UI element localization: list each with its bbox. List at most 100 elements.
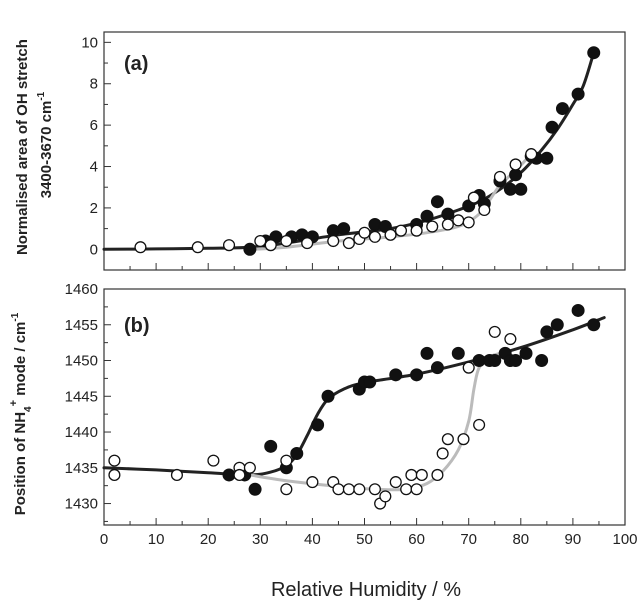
panel-a-filled-data-point (326, 224, 340, 238)
panel-a-filled-data-point (243, 242, 257, 256)
panel-b-filled-data-point (248, 482, 262, 496)
panel-b-open-data-point (233, 468, 246, 481)
panel-b-x-tick-label: 0 (100, 531, 108, 548)
panel-a-open-data-point (191, 241, 204, 254)
panel-b-filled-data-point (264, 439, 278, 453)
panel-a-open-data-point (462, 216, 475, 229)
panel-a-filled-data-point (540, 151, 554, 165)
panel-b-open-data-point (280, 483, 293, 496)
panel-b-open-data-point (504, 333, 517, 346)
panel-b-open-data-point (306, 476, 319, 489)
panel-a-y-tick-label: 8 (90, 76, 98, 93)
panel-b-filled-data-point (290, 446, 304, 460)
panel-b-open-data-point (405, 468, 418, 481)
panel-b-open-data-point (457, 433, 470, 446)
panel-a-filled-data-point (337, 222, 351, 236)
panel-b: 0 10 20 30 40 50 60 70 80 90 100 1430 1435 1440 1445 14… (65, 281, 638, 548)
panel-b-open-data-point (243, 461, 256, 474)
panel-b-open-data-point (332, 483, 345, 496)
panel-a-fit-curve-1 (102, 51, 596, 251)
panel-b-filled-data-point (488, 354, 502, 368)
panel-a-filled-data-point (509, 168, 523, 182)
panel-b-filled-data-point (509, 354, 523, 368)
panel-a-open-data-point (467, 191, 480, 204)
panel-a-y-tick-label: 0 (90, 241, 98, 258)
panel-b-filled-data-point (420, 346, 434, 360)
panel-b-open-data-point (488, 325, 501, 338)
panel-a-filled-data-point (545, 120, 559, 134)
panel-b-y-tick-label: 1455 (65, 317, 98, 334)
panel-a-filled-data-point (514, 182, 528, 196)
panel-a-filled-data-point (368, 217, 382, 231)
panel-b-filled-data-point (550, 318, 564, 332)
panel-b-open-data-point (368, 483, 381, 496)
panel-a-filled-data-point (555, 102, 569, 116)
panel-b-x-tick-label: 30 (252, 531, 269, 548)
panel-b-filled-data-point (519, 346, 533, 360)
panel-a-y-tick-label: 2 (90, 200, 98, 217)
panel-a-open-data-point (222, 239, 236, 252)
x-axis-title: Relative Humidity / % (271, 579, 461, 601)
panel-b-open-data-point (400, 483, 413, 496)
panel-a-filled-data-point (430, 195, 444, 209)
panel-b-open-data-point (170, 468, 183, 481)
panel-a-open-data-point (426, 220, 439, 233)
panel-b-filled-data-point (535, 354, 549, 368)
panel-b-open-data-point (441, 433, 454, 446)
panel-b-filled-data-point (540, 325, 554, 339)
panel-a-open-data-point (384, 228, 397, 241)
panel-a-y-axis-label-line2-text: 3400-3670 cm (38, 101, 55, 199)
panel-b-open-data-point (379, 490, 392, 503)
panel-b-y-tick-label: 1445 (65, 388, 98, 405)
panel-b-filled-data-point (571, 303, 585, 317)
panel-a-open-data-point (342, 237, 355, 250)
panel-b-open-data-point (353, 483, 366, 496)
panel-b-x-tick-label: 20 (200, 531, 217, 548)
panel-b-filled-data-point (587, 318, 601, 332)
panel-a-open-data-point (301, 237, 314, 250)
panel-b-y-axis-label-sup: + (8, 400, 20, 406)
panel-a-filled-data-point (571, 87, 585, 101)
panel-b-y-tick-label: 1450 (65, 353, 98, 370)
panel-b-x-tick-label: 100 (612, 531, 637, 548)
panel-b-open-data-point (462, 361, 475, 374)
panel-a-open-data-point (327, 234, 340, 248)
panel-b-filled-data-point (410, 368, 424, 382)
panel-b-filled-data-point (222, 468, 236, 482)
panel-b-y-tick-label: 1440 (65, 424, 98, 441)
panel-b-open-data-point (108, 468, 121, 481)
panel-b-open-data-point (108, 454, 121, 467)
panel-b-filled-data-point (363, 375, 377, 389)
panel-b-x-tick-label: 50 (356, 531, 373, 548)
panel-a-open-data-point (452, 214, 465, 227)
panel-a-open-data-point (525, 148, 538, 161)
panel-a-open-data-point (358, 226, 371, 239)
panel-a-filled-data-point (441, 207, 455, 221)
panel-b-open-data-point (431, 468, 444, 481)
panel-b-filled-data-point (430, 361, 444, 375)
panel-b-filled-data-point (311, 418, 325, 432)
panel-b-y-axis-label-sub: 4 (23, 406, 34, 412)
panel-a-open-data-point (441, 218, 454, 231)
panel-b-label: (b) (124, 315, 150, 337)
panel-a-open-data-point (493, 170, 507, 183)
panel-b-y-axis-label: Position of NH4+ mode / cm-1 (8, 312, 34, 515)
panel-a-filled-data-point (420, 209, 434, 223)
panel-a-y-axis-label-line1: Normalised area of OH stretch (14, 39, 31, 255)
panel-a-y-tick-label: 10 (81, 34, 98, 51)
panel-a-open-data-point (368, 230, 381, 243)
panel-b-y-tick-label: 1435 (65, 460, 98, 477)
panel-a: 0 2 4 6 8 10 (81, 31, 626, 271)
panel-a-open-data-point (134, 241, 147, 254)
panel-a-open-data-point (264, 239, 277, 252)
panel-a-y-axis-label: Normalised area of OH stretch 3400-3670 … (14, 35, 55, 255)
panel-b-x-tick-label: 70 (460, 531, 477, 548)
panel-b-open-data-point (280, 454, 293, 467)
panel-b-open-data-point (415, 468, 428, 481)
panel-b-x-tick-label: 40 (304, 531, 321, 548)
panel-a-open-data-point (410, 224, 423, 237)
panel-b-y-axis-label-tail-sup: -1 (10, 312, 21, 321)
panel-a-open-data-point (254, 234, 267, 248)
panel-b-x-tick-label: 90 (565, 531, 582, 548)
